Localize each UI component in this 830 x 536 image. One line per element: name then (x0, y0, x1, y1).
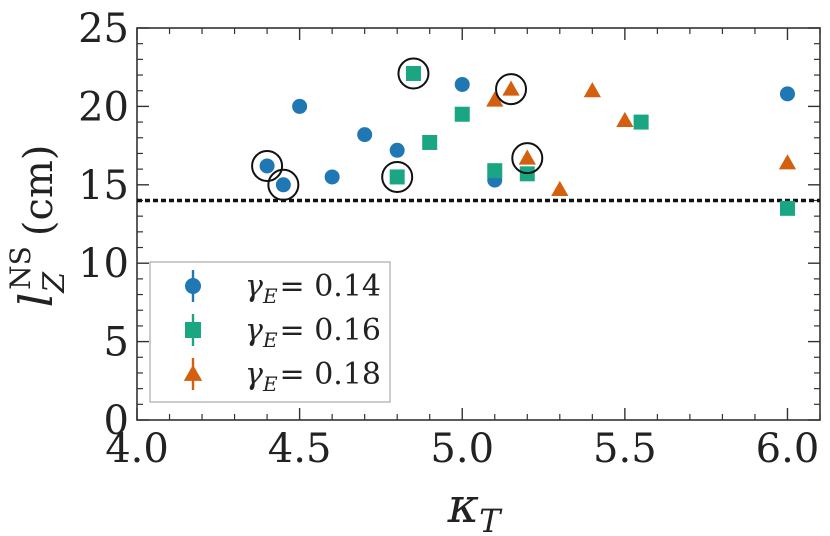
square-point (389, 169, 405, 185)
y-tick-label: 10 (78, 241, 129, 287)
y-tick-label: 15 (78, 163, 129, 209)
triangle-point (518, 149, 536, 165)
legend-label: γE= 0.18 (245, 357, 381, 396)
y-axis-label-unit: (cm) (16, 145, 62, 237)
legend-label-symbol: γ (245, 357, 263, 392)
x-tick-label: 5.0 (430, 426, 494, 472)
highlight-circle (397, 57, 430, 90)
legend-marker-triangle (183, 364, 203, 381)
legend-label-value: = 0.14 (280, 269, 381, 304)
circle-point (454, 76, 470, 92)
plot-frame (136, 27, 821, 421)
y-axis-label-sup: NS (4, 246, 37, 290)
highlight-circle (251, 149, 284, 182)
x-tick-label: 6.0 (756, 426, 820, 472)
highlight-circle (511, 142, 544, 175)
circle-point (259, 158, 275, 174)
highlight-circles (251, 57, 544, 201)
square-point (422, 134, 438, 150)
highlight-circle (381, 160, 414, 193)
highlight-circle (495, 73, 528, 106)
triangle-point (551, 180, 569, 196)
y-tick-label: 25 (78, 6, 129, 52)
legend-label-sub: E (262, 372, 278, 396)
y-tick-label: 20 (78, 84, 129, 130)
y-tick-label: 0 (104, 398, 129, 444)
x-tick-label: 5.5 (593, 426, 657, 472)
y-axis-label-sub: Z (37, 271, 72, 294)
square-point (779, 200, 795, 216)
circle-point (292, 98, 308, 114)
legend-label-sub: E (262, 328, 278, 352)
legend-label: γE= 0.14 (245, 269, 381, 308)
legend-label-symbol: γ (245, 313, 263, 348)
triangle-point (583, 82, 601, 98)
circle-point (275, 177, 291, 193)
square-point (405, 65, 421, 81)
legend-marker-square (185, 322, 201, 338)
highlight-circle (267, 168, 300, 201)
circle-point (324, 169, 340, 185)
legend-label-sub: E (262, 284, 278, 308)
x-axis-label-sub: T (479, 502, 503, 536)
square-point (487, 163, 503, 179)
triangle-point (616, 111, 634, 127)
y-axis-label-main: l (9, 293, 63, 308)
circle-point (389, 142, 405, 158)
x-tick-label: 4.5 (268, 426, 332, 472)
circle-point (357, 127, 373, 143)
y-tick-label: 5 (104, 320, 129, 366)
triangle-point (778, 154, 797, 170)
data-points (259, 65, 797, 216)
circle-point (779, 86, 795, 102)
triangle-point (502, 80, 520, 96)
legend-label-value: = 0.16 (280, 313, 381, 348)
x-axis-label-main: κ (447, 478, 479, 534)
legend-marker-circle (185, 278, 201, 294)
axis-ticks (136, 27, 821, 421)
legend-label-value: = 0.18 (280, 357, 381, 392)
x-tick-label: 4.0 (105, 426, 169, 472)
legend-label-symbol: γ (245, 269, 263, 304)
tick-labels: 4.0 4.5 5.0 5.5 6.0 0 5 10 15 20 25 (78, 6, 819, 472)
legend-label: γE= 0.16 (245, 313, 381, 352)
triangle-point (486, 91, 504, 107)
y-axis-label: lZNS (cm) (4, 145, 72, 308)
x-axis-label: κT (447, 478, 503, 536)
square-point (454, 106, 470, 122)
square-point (633, 114, 649, 130)
